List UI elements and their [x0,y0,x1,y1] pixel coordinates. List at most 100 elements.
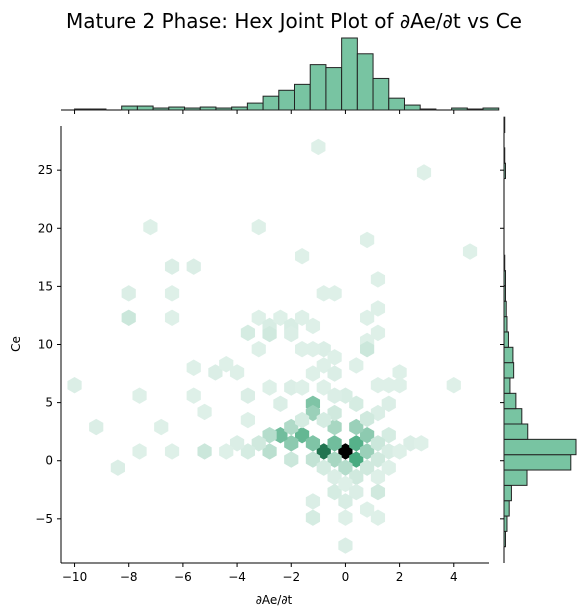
hex-cell [305,365,321,382]
top-marginal-histogram [61,37,500,114]
hex-cell [164,443,180,460]
hex-cell [349,483,364,501]
top-histogram-bar [262,95,280,111]
hex-cell [349,418,364,436]
right-histogram-bar [503,515,508,532]
hex-cell [381,426,396,444]
hex-cell [240,411,256,429]
hex-cell [273,395,288,412]
hex-cell [327,387,342,404]
hex-cell [284,435,299,452]
hex-cell [186,359,201,376]
top-histogram-bar [278,89,296,111]
right-histogram-bar [503,362,515,379]
top-histogram-bar [341,37,358,111]
top-histogram-bar [451,107,468,111]
hex-cell [316,357,331,374]
hex-cell [305,451,321,468]
y-tick-label: 0 [45,454,53,468]
hex-cell [132,387,147,404]
y-tick-label: 10 [38,338,53,352]
x-tick-label: 2 [396,570,404,584]
hex-cell [284,418,299,436]
hex-cell [392,364,407,381]
hex-cell [381,376,396,394]
hex-cell [197,443,212,460]
x-tick-label: 0 [342,570,350,584]
top-histogram-bar [325,67,343,111]
hex-cell [208,364,223,381]
top-histogram-bar [215,107,233,111]
hex-cell [360,426,375,444]
hex-cell [305,340,321,358]
hex-cell [164,258,180,275]
hex-cell [338,509,353,526]
hex-cell [370,300,386,317]
top-histogram-bar [136,105,154,111]
hex-cell [392,376,407,394]
y-tick-label: −5 [35,512,53,526]
top-histogram-bar [168,106,186,111]
hex-cell [229,435,245,452]
top-histogram-bar [309,64,327,111]
hex-cell [370,324,386,342]
x-tick-label: −4 [228,570,246,584]
right-histogram-bar [503,270,506,287]
hex-cell [273,426,288,444]
hex-cell [349,357,364,374]
hex-cell [121,309,136,326]
hex-cell [416,164,432,181]
x-tick-label: −6 [174,570,192,584]
hex-cell [164,285,180,302]
hex-cell [262,379,277,396]
top-histogram-bar [403,104,421,111]
hex-cell [143,218,158,236]
hex-cell [229,364,245,381]
hex-cell [284,325,299,343]
hex-cell [327,349,342,366]
y-tick-label: 20 [38,221,53,235]
y-tick-label: 5 [45,396,53,410]
y-tick-label: 25 [38,163,53,177]
hex-cell [370,468,386,486]
hex-cell [164,309,180,326]
x-tick-label: −10 [62,570,87,584]
hex-cell [251,435,266,452]
hex-cell [349,435,364,452]
top-histogram-bar [372,77,390,111]
hex-cell [370,376,386,394]
hex-cell [240,443,256,460]
hex-cell [186,258,201,275]
hex-cell [327,451,342,468]
hex-cell [186,387,201,404]
hex-cell [360,459,375,476]
top-histogram-bar [356,53,374,111]
hex-cell [360,231,375,249]
hex-cell [462,243,478,260]
hex-cell [305,509,321,526]
top-histogram-bar [246,102,264,111]
right-histogram-bar [503,438,577,456]
hex-cell [338,387,353,404]
hex-cell [240,387,256,404]
hex-cell [294,411,310,429]
top-histogram-bar [388,97,405,111]
right-marginal-histogram [500,116,577,563]
top-histogram-bar [89,108,107,111]
hex-cell [284,379,299,396]
x-axis-label: ∂Ae/∂t [256,593,293,607]
hex-cell [110,459,125,476]
top-histogram-bar [199,106,217,111]
hex-cell [327,365,342,382]
right-histogram-bar [503,147,506,164]
right-histogram-bar [503,454,572,471]
hex-cell [294,379,310,396]
top-histogram-bar [121,105,138,111]
hex-cell [360,340,375,358]
hex-cell [240,324,256,342]
hex-cell [370,404,386,422]
top-histogram-bar [419,108,437,111]
right-histogram-bar [503,530,506,548]
